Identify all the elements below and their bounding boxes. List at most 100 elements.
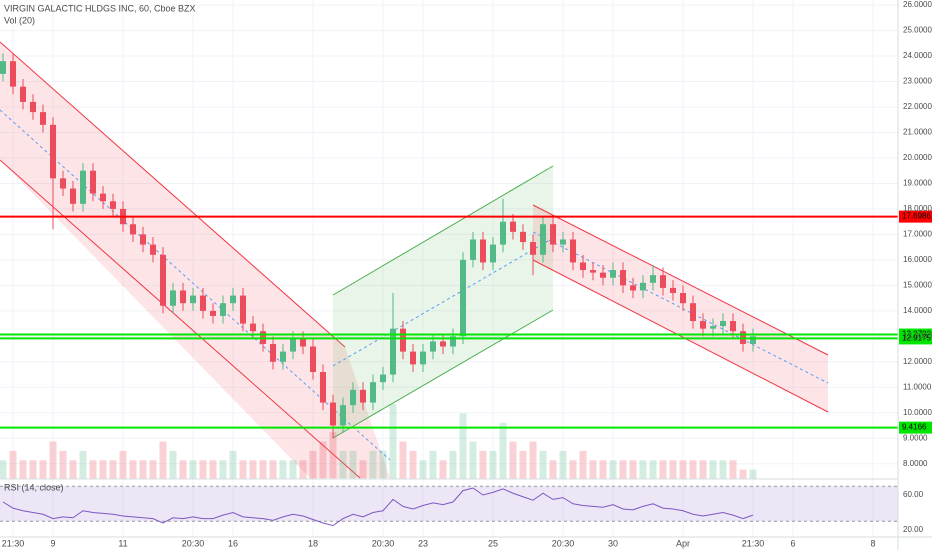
- channel-line: [532, 259, 829, 413]
- candle-body: [640, 282, 646, 291]
- candle-body: [720, 321, 726, 327]
- candle-body: [310, 346, 316, 372]
- candle-body: [30, 101, 36, 113]
- candle-body: [70, 188, 76, 204]
- volume-bar: [629, 460, 637, 479]
- candle-body: [80, 170, 86, 204]
- candle-body: [90, 170, 96, 194]
- candle-body: [350, 389, 356, 406]
- channel-line: [0, 159, 361, 479]
- x-tick-label: 20:30: [552, 538, 575, 548]
- candle-body: [40, 112, 46, 125]
- volume-bar: [129, 460, 137, 479]
- candle-body: [410, 351, 416, 365]
- rsi-line: [2, 487, 754, 527]
- candle-body: [490, 244, 496, 263]
- volume-bar: [459, 413, 467, 479]
- volume-bar: [119, 450, 127, 479]
- volume-bar: [499, 422, 507, 479]
- candle-body: [280, 351, 286, 362]
- volume-bar: [699, 460, 707, 479]
- candle-body: [580, 262, 586, 271]
- candle-body: [220, 303, 226, 316]
- volume-bar: [219, 460, 227, 479]
- candle-body: [10, 61, 16, 87]
- volume-bar: [359, 460, 367, 479]
- y-tick-label: 8.0000: [903, 459, 928, 468]
- candle-body: [610, 270, 616, 278]
- candle-body: [340, 405, 346, 426]
- candle-body: [370, 382, 376, 403]
- candle-body: [500, 221, 506, 245]
- volume: [0, 404, 757, 479]
- volume-bar: [209, 460, 217, 479]
- y-tick-label: 21.0000: [903, 128, 932, 137]
- x-tick-label: 11: [118, 538, 127, 548]
- volume-bar: [49, 441, 57, 479]
- candle-body: [180, 290, 186, 304]
- volume-bar: [259, 460, 267, 479]
- x-tick-label: 9: [50, 538, 55, 548]
- volume-bar: [29, 460, 37, 479]
- volume-bar: [149, 460, 157, 479]
- candle-body: [290, 338, 296, 352]
- candle-body: [380, 374, 386, 383]
- volume-bar: [99, 460, 107, 479]
- volume-bar: [679, 460, 687, 479]
- volume-bar: [639, 460, 647, 479]
- candle-body: [550, 224, 556, 245]
- candle-body: [730, 321, 736, 332]
- volume-bar: [609, 460, 617, 479]
- candle-body: [650, 275, 656, 283]
- y-tick-label: 24.0000: [903, 51, 932, 60]
- volume-bar: [319, 441, 327, 479]
- candle-body: [130, 224, 136, 235]
- candle-body: [620, 270, 626, 286]
- x-tick-label: 18: [308, 538, 318, 548]
- candle-body: [460, 259, 466, 337]
- y-tick-label: 9.0000: [903, 433, 928, 442]
- y-tick-label: 26.0000: [903, 0, 932, 9]
- level-label: 9.4166: [902, 423, 927, 432]
- x-tick-label: 23: [418, 538, 428, 548]
- candle-body: [200, 295, 206, 311]
- volume-label: Vol (20): [4, 15, 35, 25]
- candle-body: [110, 201, 116, 209]
- candle-body: [330, 402, 336, 426]
- y-tick-label: 25.0000: [903, 26, 932, 35]
- volume-bar: [399, 441, 407, 479]
- candle-body: [150, 244, 156, 255]
- volume-bar: [59, 450, 67, 479]
- candle-body: [140, 234, 146, 245]
- candle-body: [270, 343, 276, 362]
- falling-channel: [533, 205, 828, 412]
- y-tick-label: 20.0000: [903, 153, 932, 162]
- candle-body: [630, 285, 636, 291]
- x-tick-label: 21:30: [2, 538, 25, 548]
- candle-body: [600, 272, 606, 278]
- candle-body: [530, 242, 536, 255]
- volume-bar: [489, 450, 497, 479]
- volume-bar: [739, 469, 747, 479]
- x-tick-label: 25: [488, 538, 498, 548]
- volume-bar: [9, 450, 17, 479]
- volume-bar: [549, 460, 557, 479]
- volume-bar: [279, 460, 287, 479]
- volume-bar: [239, 460, 247, 479]
- y-tick-label: 12.0000: [903, 357, 932, 366]
- volume-bar: [179, 460, 187, 479]
- volume-bar: [309, 450, 317, 479]
- volume-bar: [69, 460, 77, 479]
- level-label-bg: [899, 421, 932, 434]
- candle-body: [590, 270, 596, 273]
- candle-body: [520, 231, 526, 243]
- candle-body: [100, 193, 106, 202]
- rsi-tick-label: 60.00: [903, 490, 924, 499]
- channel-line: [332, 309, 554, 439]
- volume-bar: [299, 460, 307, 479]
- candle-body: [170, 290, 176, 306]
- candle-body: [450, 336, 456, 347]
- channel-midline: [532, 231, 829, 384]
